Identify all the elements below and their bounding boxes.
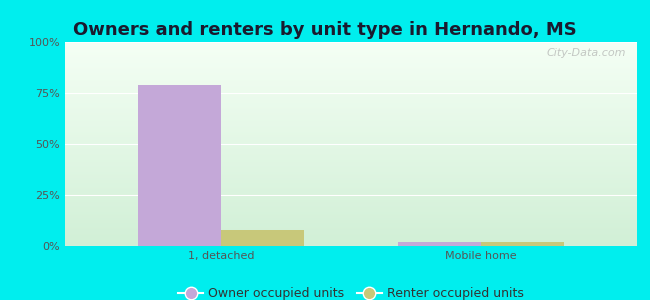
Bar xyxy=(138,85,221,246)
Text: Owners and renters by unit type in Hernando, MS: Owners and renters by unit type in Herna… xyxy=(73,21,577,39)
Text: City-Data.com: City-Data.com xyxy=(546,48,625,58)
Bar xyxy=(221,230,304,246)
Bar xyxy=(481,242,564,246)
Legend: Owner occupied units, Renter occupied units: Owner occupied units, Renter occupied un… xyxy=(174,282,528,300)
Bar xyxy=(398,242,481,246)
